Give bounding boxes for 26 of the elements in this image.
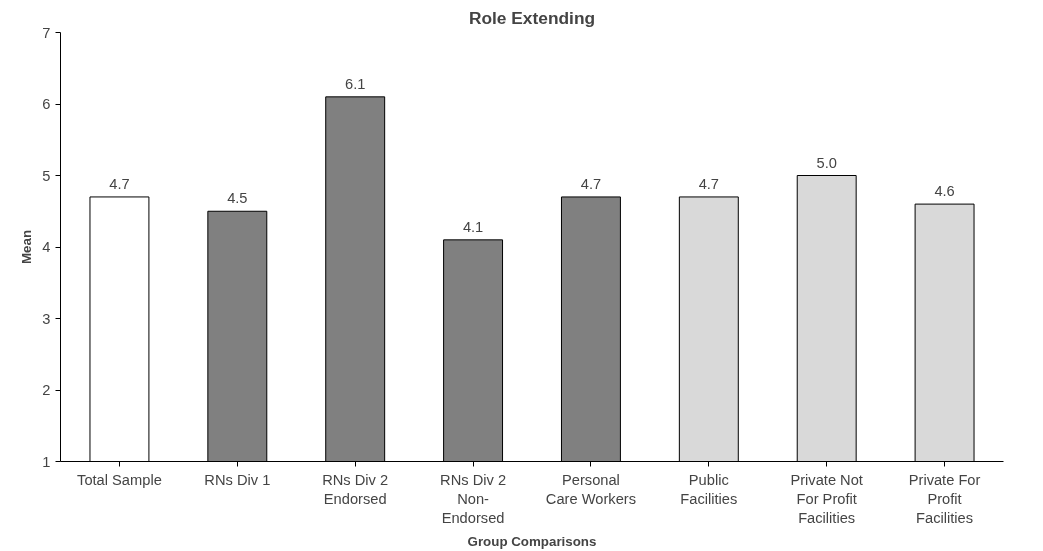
data-label: 4.5 bbox=[227, 190, 248, 207]
data-label: 4.7 bbox=[698, 175, 719, 192]
data-label: 4.7 bbox=[109, 175, 130, 192]
y-tick-label: 2 bbox=[42, 382, 51, 398]
y-tick-label: 6 bbox=[42, 96, 51, 112]
x-tick-label: RNs Div 1 bbox=[204, 471, 271, 488]
y-tick-label: 5 bbox=[42, 167, 51, 184]
x-tick-label: Private For Profit Facilities bbox=[908, 471, 981, 526]
x-tick-label: Public Facilities bbox=[680, 471, 738, 507]
x-tick-label: Private Not For Profit Facilities bbox=[790, 471, 863, 526]
y-tick-label: 3 bbox=[42, 310, 51, 327]
data-label: 4.1 bbox=[462, 218, 484, 235]
data-label: 4.6 bbox=[934, 183, 955, 200]
y-tick-label: 7 bbox=[42, 24, 51, 41]
x-tick-label: Personal Care Workers bbox=[545, 471, 637, 507]
data-label: 4.7 bbox=[580, 175, 602, 192]
x-tick-label: Total Sample bbox=[77, 471, 162, 488]
chart-title: Role Extending bbox=[468, 7, 596, 28]
y-tick-label: 1 bbox=[42, 453, 51, 470]
data-label: 6.1 bbox=[345, 75, 366, 92]
x-axis-title: Group Comparisons bbox=[467, 533, 597, 549]
x-tick-label: RNs Div 2 Non- Endorsed bbox=[440, 471, 507, 526]
y-axis-title: Mean bbox=[19, 229, 35, 265]
x-tick-label: RNs Div 2 Endorsed bbox=[322, 471, 389, 507]
y-tick-label: 4 bbox=[42, 239, 51, 255]
data-label: 5.0 bbox=[816, 154, 837, 171]
